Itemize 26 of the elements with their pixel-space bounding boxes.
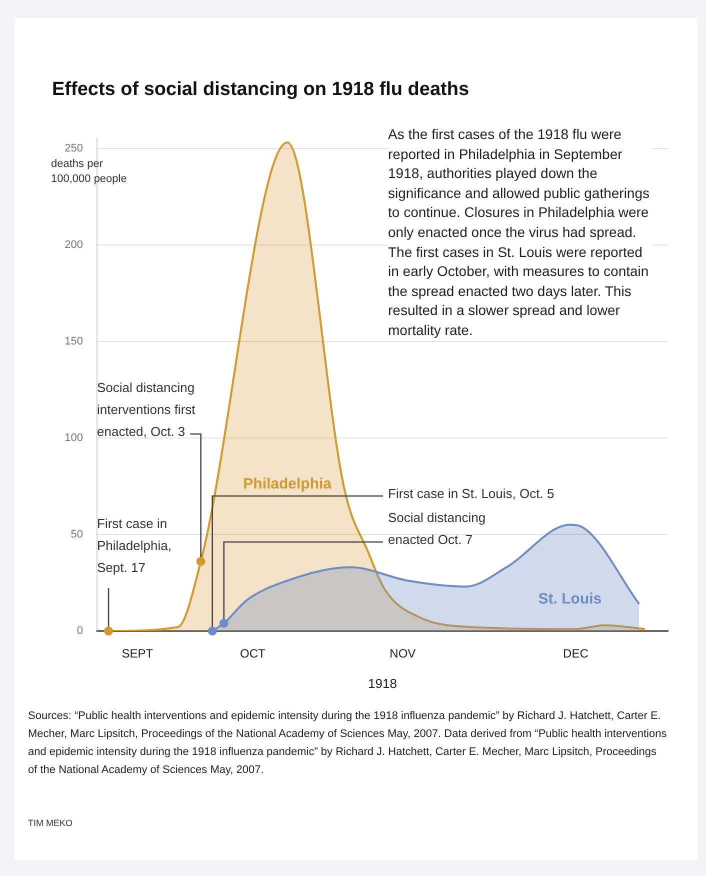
series-label: Philadelphia bbox=[243, 476, 332, 493]
y-tick-label: 0 bbox=[76, 625, 83, 638]
source-note: Sources: “Public health interventions and epidemic intensity during the 1918 influenza pandemic” by Richard J. Hatchett, Carter E. Mecher, Marc Lipsitch, Proceedings of the National Academy of Sciences May, 2007. Data derived from “Public health interventions and epidemic intensity during the 1918 influenza pandemic” by Richard J. Hatchett, Carter E. Mecher, Marc Lipsitch, Proceedings of the National Academy of Sciences May, 2007. bbox=[28, 709, 668, 778]
y-tick-label: 50 bbox=[70, 528, 83, 540]
annotation: Social distancing interventions first enacted, Oct. 3 bbox=[97, 380, 196, 440]
y-tick-label: 200 bbox=[64, 238, 83, 251]
text: As the first cases of the 1918 flu were reported in Philadelphia in September 1918, authorities played down the significance and allowed public gatherings to continue. Closures in Philadelphia were only enacted once the virus had spread. The first cases in St. Louis were reported in early October, with measures to contain the spread enacted two days later. This resulted in a slower spread and lower mortality rate. bbox=[388, 126, 650, 338]
y-tick-label: 250 bbox=[64, 142, 83, 154]
x-axis-title: 1918 bbox=[368, 676, 397, 691]
text: TIM MEKO bbox=[28, 818, 72, 828]
annotation: Social distancing enacted Oct. 7 bbox=[388, 510, 486, 548]
chart-title: Effects of social distancing on 1918 flu deaths bbox=[52, 79, 470, 101]
point bbox=[196, 556, 206, 566]
y-axis-title: deaths per 100,000 people bbox=[51, 158, 127, 185]
y-tick-label: 100 bbox=[64, 432, 83, 444]
point bbox=[104, 626, 114, 636]
x-tick-label: SEPT bbox=[122, 646, 154, 661]
x-tick-label: NOV bbox=[390, 646, 416, 661]
x-tick-label: OCT bbox=[240, 646, 266, 661]
point bbox=[219, 618, 228, 628]
y-tick-label: 150 bbox=[64, 335, 83, 348]
point bbox=[208, 626, 217, 636]
annotation: First case in Philadelphia, Sept. 17 bbox=[97, 516, 172, 576]
x-tick-label: DEC bbox=[563, 646, 589, 661]
annotation: First case in St. Louis, Oct. 5 bbox=[388, 486, 554, 502]
series-label: St. Louis bbox=[538, 590, 602, 608]
